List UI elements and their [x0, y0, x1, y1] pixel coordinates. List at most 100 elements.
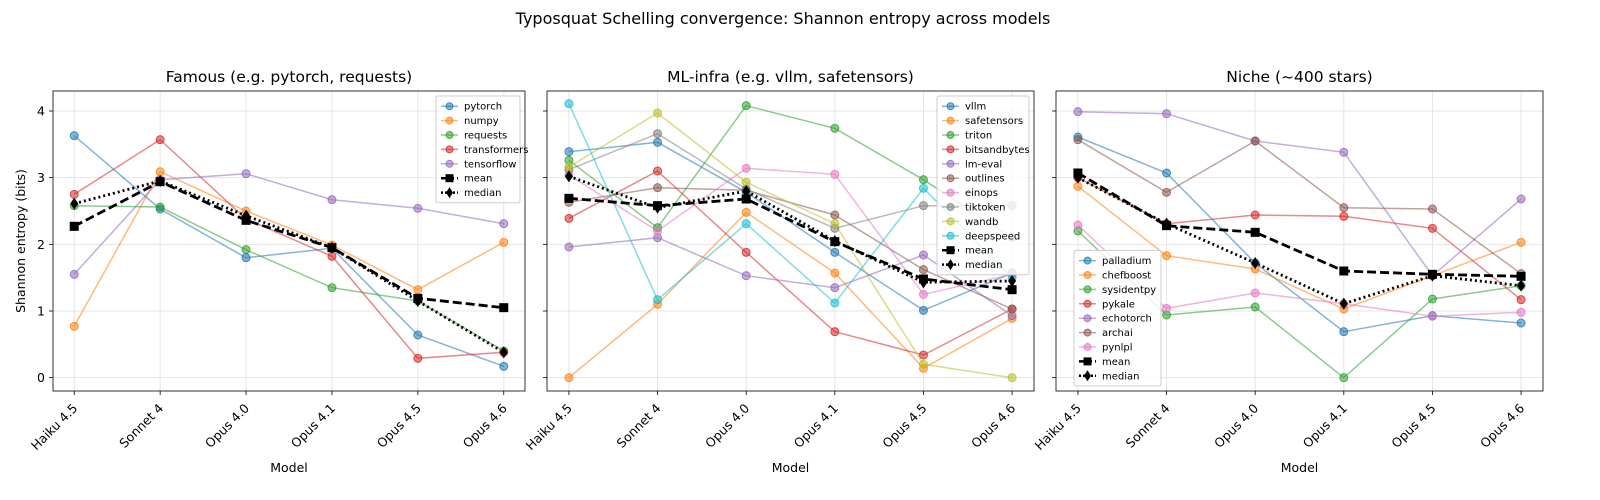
point-2-median-3 — [1339, 297, 1348, 310]
point-2-median-2 — [1251, 257, 1260, 269]
legend-0: pytorch numpy requests transformers tensorfl… — [435, 95, 529, 204]
series-line-0-numpy — [73, 170, 505, 327]
point-1-median-0 — [564, 170, 573, 183]
point-1-deepspeed-4 — [918, 183, 928, 193]
series-line-0-median — [73, 179, 505, 354]
point-1-safetensors-2 — [741, 207, 751, 217]
point-0-median-4 — [413, 295, 422, 307]
legend-label-2-chefboost: chefboost — [1102, 271, 1151, 282]
figure-title: Typosquat Schelling convergence: Shannon… — [515, 9, 1051, 28]
ytick-label-0-0: 0 — [37, 370, 45, 385]
point-0-pytorch-0 — [69, 131, 79, 141]
point-1-lm-eval-4 — [918, 250, 928, 260]
point-2-pykale-4 — [1427, 223, 1437, 233]
legend-label-1-safetensors: safetensors — [965, 116, 1023, 127]
point-2-palladium-1 — [1162, 168, 1172, 178]
point-1-deepspeed-3 — [830, 298, 840, 308]
axes-frame-1 — [546, 90, 1035, 392]
point-0-tensorflow-4 — [413, 203, 423, 213]
legend-label-0-requests: requests — [464, 131, 507, 142]
point-1-triton-3 — [830, 123, 840, 133]
point-1-wandb-3 — [830, 219, 840, 229]
legend-marker-2-mean — [1083, 357, 1092, 366]
series-line-2-median — [1077, 176, 1522, 306]
legend-label-1-einops: einops — [965, 188, 998, 199]
legend-marker-1-wandb — [946, 217, 955, 226]
point-1-mean-2 — [741, 194, 751, 204]
point-2-sysidentpy-3 — [1339, 373, 1349, 383]
point-2-pynlpl-2 — [1250, 288, 1260, 298]
legend-marker-1-triton — [946, 131, 955, 139]
legend-marker-2-palladium — [1083, 256, 1092, 265]
legend-marker-2-median — [1084, 370, 1091, 382]
subplot-title-1: ML-infra (e.g. vllm, safetensors) — [667, 68, 914, 86]
legend-marker-0-requests — [445, 131, 454, 139]
point-2-archai-2 — [1250, 136, 1260, 146]
legend-marker-0-pytorch — [445, 102, 454, 111]
axes-frame-0 — [52, 90, 526, 392]
legend-marker-2-pynlpl — [1083, 343, 1092, 351]
series-line-0-mean — [73, 180, 504, 310]
point-1-bitsandbytes-2 — [741, 247, 751, 257]
legend-label-1-median: median — [965, 260, 1003, 271]
legend-marker-2-echotorch — [1083, 314, 1092, 323]
point-1-median-2 — [742, 185, 751, 197]
legend-marker-2-chefboost — [1083, 271, 1092, 279]
point-2-chefboost-5 — [1516, 237, 1526, 247]
x-axis-label-2: Model — [1281, 460, 1319, 475]
legend-marker-2-pykale — [1083, 299, 1092, 308]
legend-label-2-sysidentpy: sysidentpy — [1102, 285, 1156, 296]
point-1-vllm-1 — [653, 137, 663, 147]
series-line-2-archai — [1077, 139, 1522, 275]
panel-niche: Haiku 4.5 Sonnet 4 Opus 4.0 Opus 4.1 Opus 4.… — [1032, 68, 1544, 475]
legend-label-2-median: median — [1102, 371, 1140, 382]
y-axis-label-0: Shannon entropy (bits) — [13, 169, 28, 313]
legend-label-1-vllm: vllm — [965, 102, 986, 113]
series-line-2-echotorch — [1077, 110, 1522, 277]
point-0-numpy-5 — [499, 237, 509, 247]
point-1-mean-5 — [1007, 285, 1017, 295]
legend-marker-0-median — [446, 187, 453, 199]
point-0-numpy-0 — [69, 321, 79, 331]
point-2-pynlpl-5 — [1516, 307, 1526, 317]
ytick-label-0-2: 2 — [37, 237, 45, 252]
ytick-label-0-3: 3 — [37, 170, 45, 185]
point-0-requests-3 — [327, 283, 337, 293]
point-0-transformers-1 — [155, 135, 165, 145]
point-2-archai-3 — [1339, 203, 1349, 213]
legend-1: vllm safetensors triton bitsandbytes lm-eval… — [936, 95, 1030, 276]
series-line-0-transformers — [73, 138, 504, 360]
point-2-pynlpl-0 — [1073, 220, 1083, 230]
point-1-safetensors-0 — [564, 373, 574, 383]
point-2-archai-4 — [1427, 204, 1437, 214]
point-1-median-1 — [653, 201, 662, 214]
point-1-vllm-4 — [918, 305, 928, 315]
point-0-tensorflow-5 — [499, 219, 509, 229]
point-1-lm-eval-3 — [830, 283, 840, 293]
series-line-0-tensorflow — [73, 172, 504, 275]
legend-box-2 — [1073, 249, 1162, 387]
point-1-triton-4 — [918, 175, 928, 185]
point-1-triton-2 — [741, 101, 751, 111]
point-0-median-1 — [156, 175, 165, 187]
legend-marker-0-tensorflow — [445, 159, 454, 168]
legend-label-1-triton: triton — [965, 131, 992, 142]
point-1-outlines-4 — [918, 265, 928, 275]
legend-marker-1-safetensors — [946, 116, 955, 125]
point-1-einops-4 — [918, 289, 928, 299]
point-2-pynlpl-4 — [1427, 311, 1437, 321]
point-0-tensorflow-2 — [241, 169, 251, 179]
point-1-tiktoken-1 — [653, 129, 663, 139]
point-1-outlines-1 — [653, 183, 663, 193]
legend-label-0-numpy: numpy — [464, 116, 499, 127]
legend-marker-1-lm-eval — [946, 159, 955, 168]
legend-marker-1-deepspeed — [946, 231, 955, 240]
point-1-lm-eval-0 — [564, 242, 574, 252]
point-2-pynlpl-1 — [1162, 303, 1172, 313]
legend-marker-0-mean — [445, 174, 454, 183]
point-1-median-3 — [830, 235, 839, 247]
legend-label-2-mean: mean — [1102, 357, 1130, 368]
point-1-median-5 — [1008, 275, 1017, 287]
point-0-median-5 — [499, 346, 508, 359]
legend-marker-2-archai — [1083, 328, 1092, 337]
